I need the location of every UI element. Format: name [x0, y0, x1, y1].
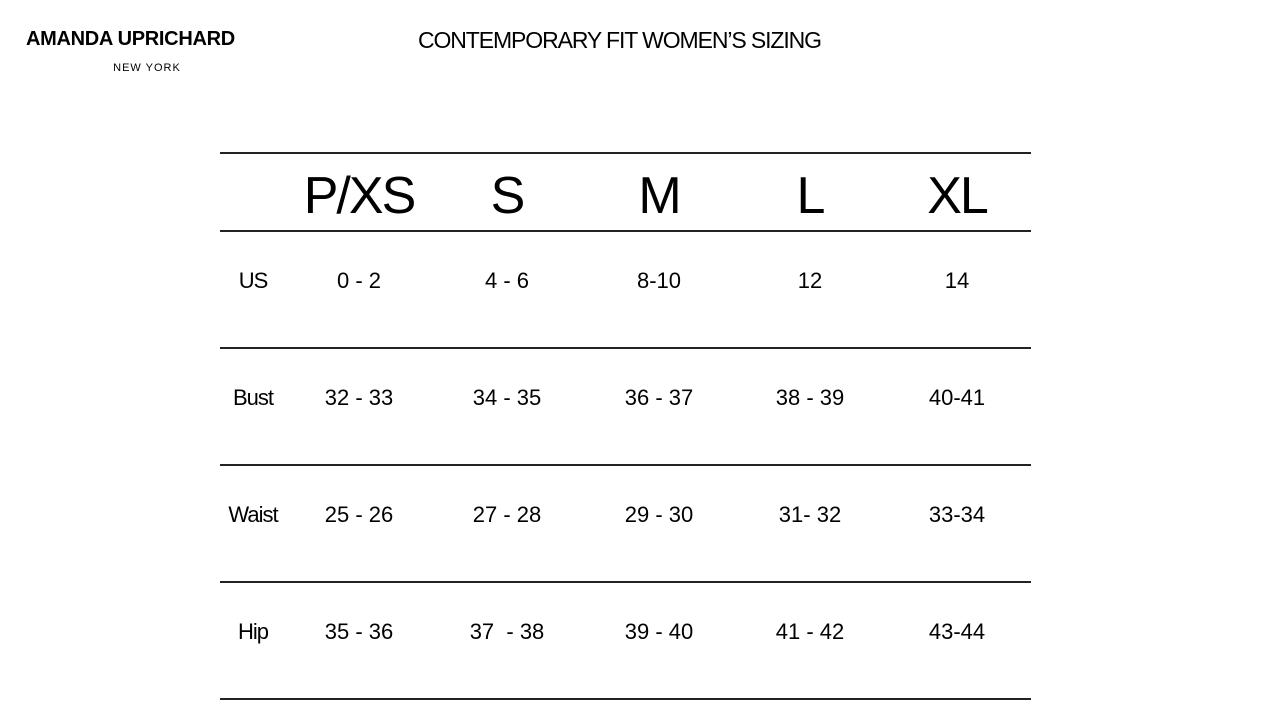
table-cell: 39 - 40 [624, 619, 694, 644]
brand-logo: AMANDA UPRICHARD [26, 28, 235, 50]
column-header: P/XS [303, 167, 417, 225]
table-cell: 31- 32 [778, 502, 842, 527]
table-cell: 37 - 38 [469, 619, 545, 644]
row-label: Bust [232, 385, 274, 410]
table-cell: 25 - 26 [324, 502, 394, 527]
row-divider [220, 347, 1031, 349]
table-cell: 32 - 33 [324, 385, 394, 410]
column-header: XL [927, 167, 989, 225]
column-header: M [638, 167, 681, 225]
table-cell: 33-34 [928, 502, 986, 527]
table-cell: 14 [944, 268, 970, 293]
table-cell: 27 - 28 [472, 502, 542, 527]
page-title: CONTEMPORARY FIT WOMEN’S SIZING [418, 27, 822, 53]
table-cell: 40-41 [928, 385, 986, 410]
brand-location: NEW YORK [113, 62, 181, 74]
table-cell: 29 - 30 [624, 502, 694, 527]
table-cell: 43-44 [928, 619, 986, 644]
table-cell: 34 - 35 [472, 385, 542, 410]
table-cell: 12 [797, 268, 823, 293]
table-cell: 4 - 6 [484, 268, 530, 293]
row-divider [220, 230, 1031, 232]
table-cell: 38 - 39 [775, 385, 845, 410]
table-cell: 0 - 2 [336, 268, 382, 293]
column-header: L [796, 167, 826, 225]
table-cell: 36 - 37 [624, 385, 694, 410]
row-label: Hip [237, 619, 269, 644]
row-divider [220, 464, 1031, 466]
row-divider [220, 698, 1031, 700]
row-label: Waist [228, 502, 278, 527]
column-header: S [490, 167, 526, 225]
row-divider [220, 581, 1031, 583]
row-label: US [238, 268, 269, 293]
row-divider [220, 152, 1031, 154]
table-cell: 41 - 42 [775, 619, 845, 644]
table-cell: 35 - 36 [324, 619, 394, 644]
table-cell: 8-10 [636, 268, 682, 293]
